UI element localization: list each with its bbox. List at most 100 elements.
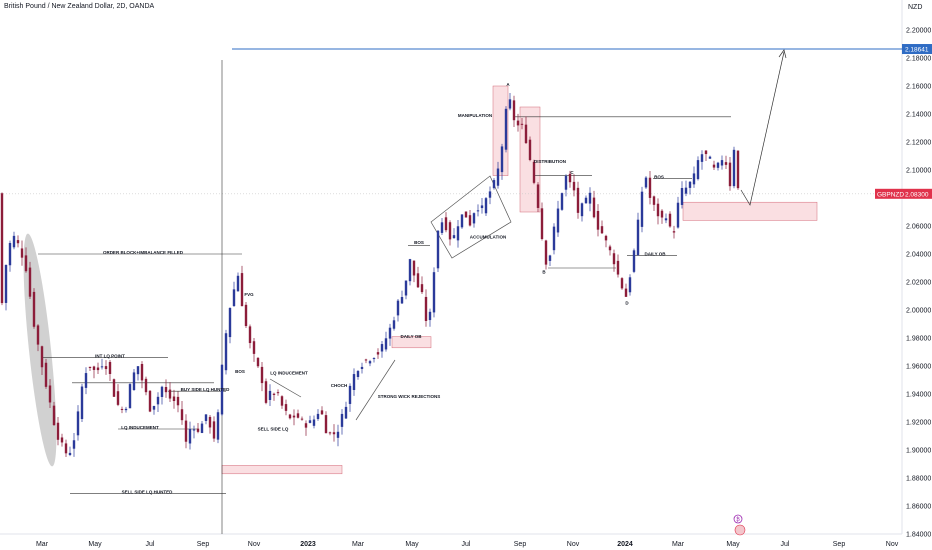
candle-body bbox=[276, 392, 280, 394]
y-tick-label: 1.86000 bbox=[906, 504, 931, 511]
candle-body bbox=[296, 413, 300, 418]
candle-body bbox=[436, 230, 440, 269]
candle-body bbox=[616, 260, 620, 275]
candle-body bbox=[280, 396, 284, 406]
candle-body bbox=[676, 202, 680, 228]
annotation-label: FVG bbox=[244, 292, 254, 297]
annotation-label: LQ INDUCEMENT bbox=[121, 425, 159, 430]
y-tick-label: 1.90000 bbox=[906, 448, 931, 455]
candle-body bbox=[196, 428, 200, 432]
candle-body bbox=[324, 415, 328, 434]
candle-body bbox=[148, 390, 152, 412]
candle-body bbox=[168, 389, 172, 399]
candle-body bbox=[244, 304, 248, 327]
candle-body bbox=[84, 373, 88, 388]
x-tick-label: Jul bbox=[462, 541, 471, 548]
candle-body bbox=[448, 222, 452, 240]
candle-body bbox=[608, 246, 612, 251]
candle-body bbox=[640, 191, 644, 227]
candle-body bbox=[156, 396, 160, 405]
candle-body bbox=[584, 197, 588, 204]
candle-body bbox=[112, 379, 116, 397]
candle-body bbox=[560, 193, 564, 210]
candle-body bbox=[472, 213, 476, 224]
candle-body bbox=[392, 320, 396, 329]
candle-body bbox=[732, 149, 736, 187]
candle-body bbox=[104, 366, 108, 370]
y-tick-label: 2.02000 bbox=[906, 280, 931, 287]
candle-body bbox=[736, 150, 740, 189]
candle-body bbox=[620, 278, 624, 289]
event-icon bbox=[733, 514, 743, 524]
candle-body bbox=[220, 364, 224, 415]
annotation-label: CHOCH bbox=[331, 383, 348, 388]
candle-body bbox=[248, 326, 252, 344]
candle-body bbox=[8, 242, 12, 266]
candle-body bbox=[292, 415, 296, 418]
candle-body bbox=[92, 366, 96, 370]
candle-body bbox=[252, 341, 256, 354]
candle-body bbox=[492, 180, 496, 189]
candle-body bbox=[564, 175, 568, 190]
candle-body bbox=[424, 296, 428, 322]
candle-body bbox=[428, 311, 432, 321]
candle-body bbox=[28, 267, 32, 297]
y-tick-label: 2.12000 bbox=[906, 140, 931, 147]
candle-body bbox=[364, 359, 368, 361]
candle-body bbox=[684, 187, 688, 194]
candle-body bbox=[288, 414, 292, 419]
candle-body bbox=[724, 162, 728, 165]
projection-arrowhead bbox=[778, 49, 787, 59]
candle-body bbox=[504, 108, 508, 150]
candle-body bbox=[368, 361, 372, 364]
candle-body bbox=[396, 300, 400, 316]
target-price-tag bbox=[902, 44, 932, 55]
candle-body bbox=[672, 231, 676, 233]
last-price-value: 2.08300 bbox=[905, 191, 929, 198]
y-tick-label: 1.92000 bbox=[906, 420, 931, 427]
candle-body bbox=[528, 139, 532, 160]
x-tick-label: Sep bbox=[197, 541, 210, 548]
candle-body bbox=[600, 226, 604, 234]
candle-body bbox=[652, 196, 656, 205]
candle-body bbox=[4, 264, 8, 303]
candle-body bbox=[116, 391, 120, 405]
candle-body bbox=[20, 248, 24, 258]
candle-body bbox=[576, 187, 580, 213]
candle-body bbox=[0, 193, 4, 304]
candle-body bbox=[664, 218, 668, 221]
candle-body bbox=[36, 325, 40, 345]
candle-body bbox=[524, 124, 528, 144]
x-tick-label: Mar bbox=[352, 541, 365, 548]
supply-demand-zone bbox=[682, 201, 818, 221]
candle-body bbox=[68, 452, 72, 456]
candle-body bbox=[644, 177, 648, 188]
earnings-icon bbox=[734, 524, 746, 536]
candle-body bbox=[328, 432, 332, 434]
candle-body bbox=[372, 358, 376, 360]
x-tick-label: Mar bbox=[672, 541, 685, 548]
candle-body bbox=[720, 160, 724, 166]
candle-body bbox=[432, 272, 436, 313]
candle-body bbox=[216, 412, 220, 440]
candle-body bbox=[164, 387, 168, 393]
y-tick-label: 2.14000 bbox=[906, 112, 931, 119]
candle-body bbox=[60, 437, 64, 443]
supply-demand-zone bbox=[221, 465, 343, 475]
candle-body bbox=[612, 253, 616, 265]
candle-body bbox=[452, 235, 456, 239]
candle-body bbox=[108, 361, 112, 374]
candle-body bbox=[444, 217, 448, 231]
candle-body bbox=[532, 161, 536, 183]
candle-body bbox=[588, 192, 592, 204]
candle-body bbox=[692, 173, 696, 185]
candle-body bbox=[712, 164, 716, 168]
candle-body bbox=[224, 333, 228, 371]
candle-body bbox=[256, 357, 260, 367]
candle-body bbox=[32, 291, 36, 327]
candle-body bbox=[596, 210, 600, 230]
candle-body bbox=[728, 162, 732, 187]
candle-body bbox=[520, 123, 524, 125]
